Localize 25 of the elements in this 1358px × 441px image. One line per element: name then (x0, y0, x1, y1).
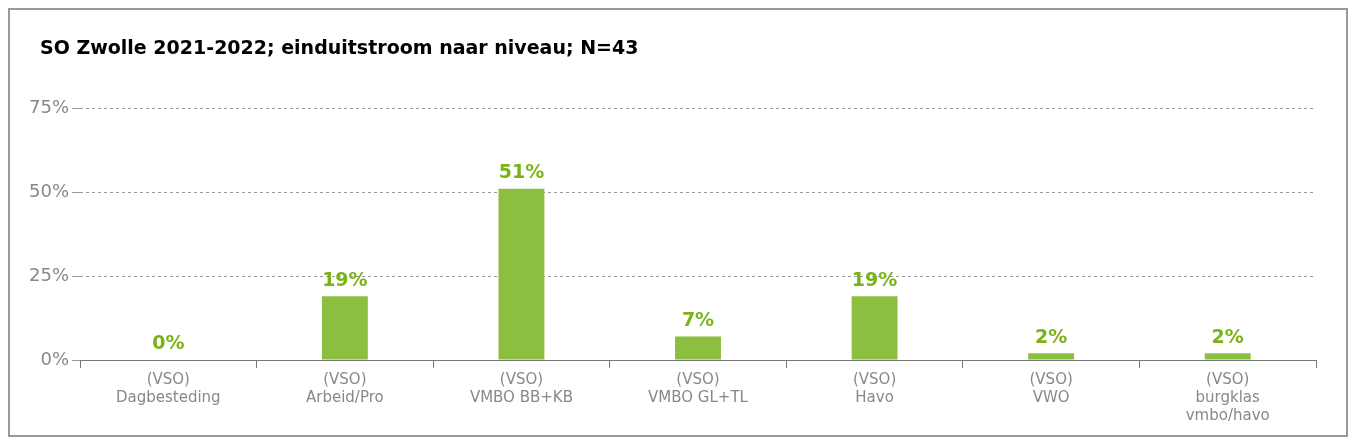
data-label: 7% (681, 307, 715, 330)
x-tick-label: (VSO) VWO (1029, 369, 1073, 406)
data-label: 2% (1035, 324, 1068, 347)
data-label: 19% (322, 267, 368, 290)
data-label: 19% (851, 267, 898, 290)
bar (1204, 353, 1251, 360)
y-tick-label: 25% (28, 263, 70, 285)
y-tick-label: 0% (40, 347, 70, 369)
x-tick-label: (VSO) Havo (852, 369, 897, 406)
y-tick-label: 50% (28, 179, 70, 201)
y-tick-label: 75% (28, 95, 70, 117)
bar (321, 296, 368, 360)
x-tick-label: (VSO) VMBO BB+KB (469, 369, 573, 406)
x-tick-label: (VSO) VMBO GL+TL (648, 369, 749, 406)
x-tick-label: (VSO) Arbeid/Pro (306, 369, 384, 406)
x-tick-label: (VSO) burgklas vmbo/havo (1185, 369, 1270, 424)
x-tick-label: (VSO) Dagbesteding (115, 369, 221, 406)
bar (498, 188, 545, 360)
bar (1028, 353, 1075, 360)
bar (675, 336, 721, 360)
bar (851, 296, 898, 360)
data-label: 0% (152, 331, 185, 354)
chart-title: SO Zwolle 2021-2022; einduitstroom naar niveau; N=43 (39, 35, 640, 58)
data-label: 51% (498, 160, 545, 183)
data-label: 2% (1211, 324, 1244, 347)
